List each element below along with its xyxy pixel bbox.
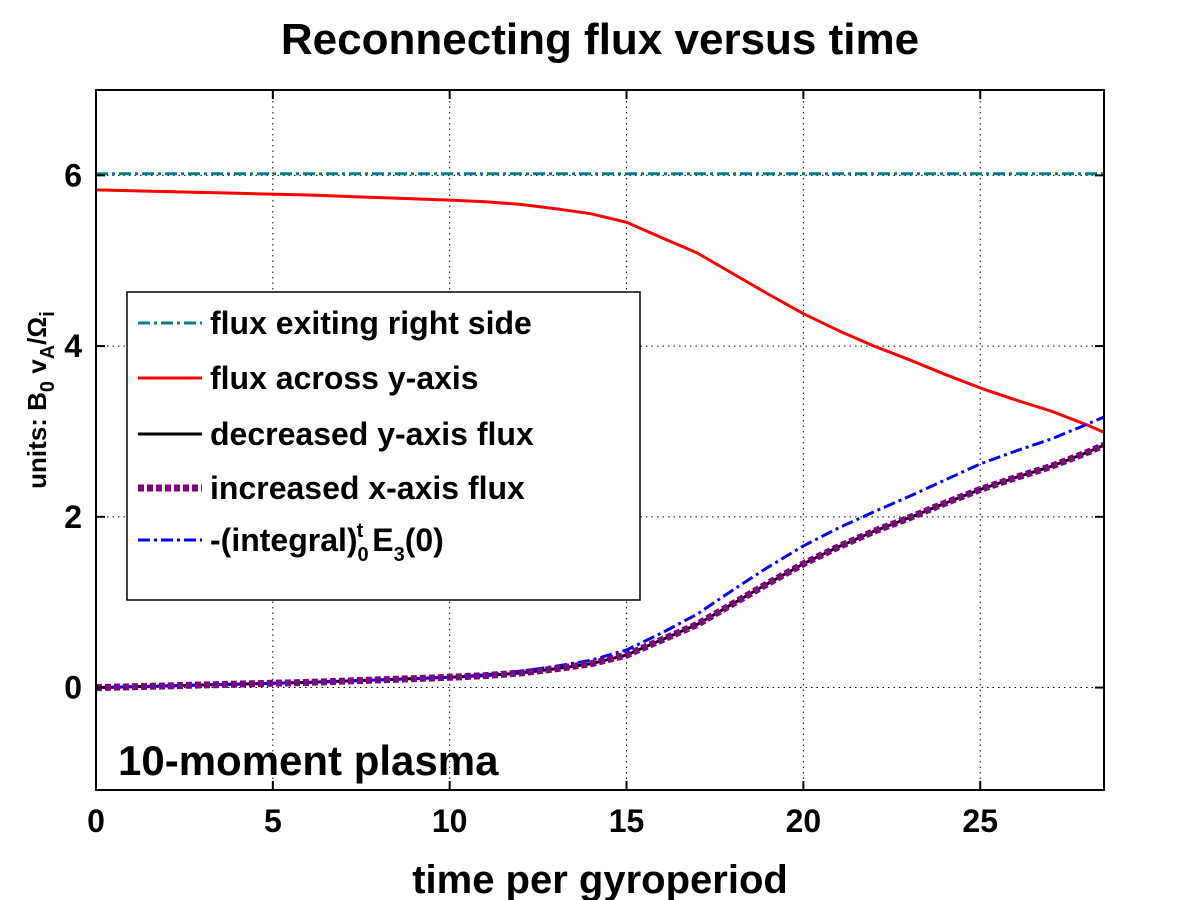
x-tick-label: 10 [432, 803, 468, 839]
legend-label-part: 0 [358, 544, 369, 566]
x-tick-label: 5 [264, 803, 282, 839]
legend-label: flux across y-axis [210, 360, 479, 396]
series-line-flux-across-y-axis [95, 188, 1105, 434]
x-tick-label: 15 [609, 803, 645, 839]
y-axis-label-sub2: A [37, 345, 59, 359]
annotation-label: 10-moment plasma [118, 737, 499, 784]
x-tick-label: 0 [87, 803, 105, 839]
legend-label: increased x-axis flux [210, 470, 525, 506]
plot-frame [95, 89, 1105, 791]
y-axis-label-mid2: /Ω [22, 317, 52, 345]
legend-label-part: 3 [394, 544, 405, 566]
grid [96, 90, 1104, 790]
y-axis-label-mid1: v [22, 359, 52, 381]
legend-label: flux exiting right side [210, 305, 532, 341]
series-layer [95, 172, 1106, 692]
legend-label: decreased y-axis flux [210, 416, 534, 452]
legend-label-part: (0) [405, 522, 444, 558]
y-axis-label-prefix: units: B [22, 392, 52, 489]
legend-label-part: t [357, 520, 364, 542]
y-tick-label: 2 [64, 499, 82, 535]
y-axis-label-sub3: i [37, 311, 59, 317]
chart-title: Reconnecting flux versus time [281, 15, 919, 64]
legend-box [126, 291, 641, 601]
legend-label-part: E [363, 522, 393, 558]
y-tick-label: 6 [64, 157, 82, 193]
x-tick-label: 25 [962, 803, 998, 839]
y-axis-label-sub1: 0 [37, 381, 59, 392]
axis-ticks: 0 5 10 15 20 25 0 2 4 6 [64, 90, 1104, 839]
y-axis-label: units: B0 vA/Ωi [22, 311, 59, 489]
x-tick-label: 20 [786, 803, 822, 839]
y-tick-label: 4 [64, 328, 82, 364]
legend-label-part: -(integral) [210, 522, 358, 558]
legend-label: -(integral)0t E3(0) [210, 520, 444, 566]
series-line-increased-x-axis-flux [95, 441, 1106, 692]
y-tick-label: 0 [64, 670, 82, 706]
legend: flux exiting right side flux across y-axi… [126, 291, 641, 601]
x-axis-label: time per gyroperiod [412, 858, 788, 900]
